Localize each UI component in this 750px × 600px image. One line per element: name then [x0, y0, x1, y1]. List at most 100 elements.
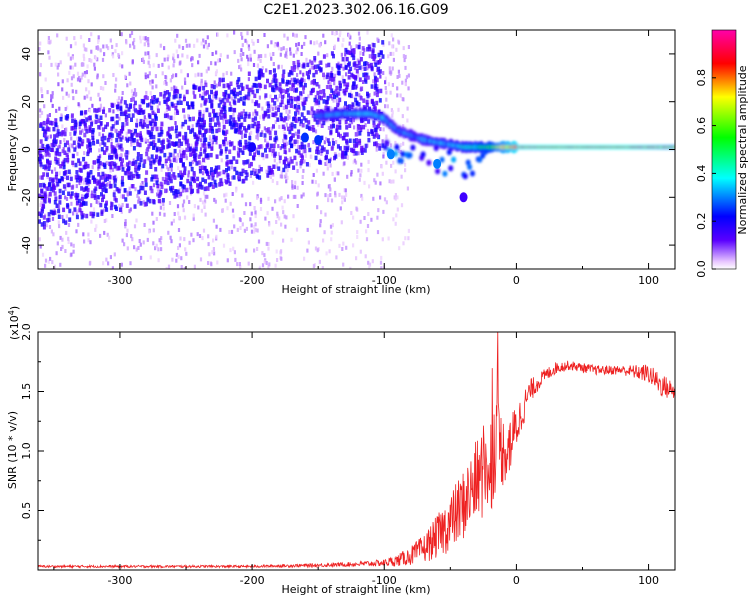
speckle-point: [394, 193, 397, 197]
speckle-point: [357, 151, 360, 156]
speckle-point: [355, 44, 358, 49]
speckle-point: [192, 90, 195, 95]
speckle-point: [148, 157, 151, 162]
speckle-point: [51, 216, 55, 221]
speckle-point: [373, 72, 376, 77]
speckle-point: [277, 152, 280, 157]
cloud-point: [117, 134, 121, 139]
cloud-point: [48, 160, 52, 165]
cloud-point: [88, 141, 92, 147]
cloud-point: [86, 144, 90, 149]
speckle-point: [302, 149, 305, 154]
speckle-point: [343, 195, 346, 200]
speckle-point: [388, 66, 391, 71]
speckle-point: [95, 56, 98, 61]
speckle-point: [348, 41, 351, 46]
cloud-point: [149, 121, 153, 127]
cloud-point: [272, 143, 276, 149]
cloud-point: [101, 140, 105, 145]
cloud-point: [344, 151, 348, 156]
cloud-point: [242, 126, 246, 131]
speckle-point: [250, 223, 253, 228]
cloud-point: [270, 168, 273, 173]
speckle-point: [407, 45, 410, 49]
cloud-point: [354, 151, 358, 156]
speckle-point: [285, 122, 288, 127]
speckle-point: [382, 71, 385, 75]
speckle-point: [237, 58, 240, 63]
speckle-point: [203, 205, 206, 209]
cloud-point: [272, 78, 276, 83]
cloud-point: [235, 159, 239, 164]
speckle-point: [330, 230, 333, 235]
cloud-point: [300, 159, 304, 164]
cloud-point: [100, 147, 104, 152]
cloud-point: [197, 160, 201, 165]
speckle-point: [143, 223, 146, 227]
speckle-point: [229, 201, 232, 206]
cloud-point: [358, 131, 362, 136]
cloud-point: [265, 153, 269, 159]
cloud-point: [42, 225, 46, 230]
cloud-point: [110, 202, 114, 207]
cloud-point: [88, 125, 92, 130]
speckle-point: [124, 163, 127, 168]
snr-plot-area: [38, 332, 675, 570]
speckle-point: [211, 250, 214, 255]
cloud-point: [254, 116, 258, 121]
cloud-point: [268, 147, 272, 153]
speckle-point: [382, 152, 385, 157]
speckle-point: [97, 35, 100, 40]
speckle-point: [194, 73, 197, 78]
speckle-point: [157, 258, 160, 263]
speckle-point: [314, 95, 317, 100]
cloud-point: [247, 125, 251, 130]
cloud-point: [193, 132, 197, 137]
cloud-point: [208, 128, 212, 133]
speckle-point: [338, 243, 341, 248]
speckle-point: [233, 224, 236, 229]
cloud-point: [218, 77, 222, 83]
speckle-point: [190, 57, 193, 62]
cloud-point: [253, 121, 257, 127]
cloud-point: [91, 135, 95, 141]
speckle-point: [273, 158, 276, 163]
cloud-point: [233, 94, 237, 99]
speckle-point: [296, 139, 299, 144]
cloud-point: [117, 165, 121, 171]
cloud-point: [282, 167, 286, 173]
speckle-point: [329, 187, 332, 192]
cloud-point: [373, 106, 377, 111]
ridge-spread: [410, 144, 416, 151]
cloud-point: [166, 180, 170, 186]
cloud-point: [159, 92, 163, 97]
cloud-point: [80, 141, 84, 147]
cloud-point: [343, 145, 347, 151]
cloud-point: [217, 103, 221, 108]
cloud-point: [205, 90, 209, 95]
cloud-point: [101, 187, 105, 192]
cloud-point: [273, 101, 277, 106]
speckle-point: [212, 238, 215, 243]
cloud-point: [121, 175, 124, 181]
cloud-point: [330, 77, 334, 82]
speckle-point: [157, 63, 160, 68]
cloud-point: [164, 188, 168, 194]
cloud-point: [116, 132, 120, 138]
speckle-point: [219, 53, 222, 58]
speckle-point: [47, 50, 50, 55]
cloud-point: [164, 158, 168, 164]
cloud-point: [155, 154, 158, 159]
cloud-point: [173, 194, 177, 199]
speckle-point: [99, 48, 102, 53]
cloud-point: [258, 82, 261, 88]
speckle-point: [126, 153, 129, 158]
cloud-point: [308, 147, 312, 153]
cloud-point: [214, 169, 218, 174]
speckle-point: [188, 240, 191, 245]
speckle-point: [342, 37, 345, 42]
cloud-point: [279, 87, 283, 93]
speckle-point: [157, 247, 160, 252]
speckle-point: [382, 209, 385, 214]
cloud-point: [332, 76, 336, 82]
